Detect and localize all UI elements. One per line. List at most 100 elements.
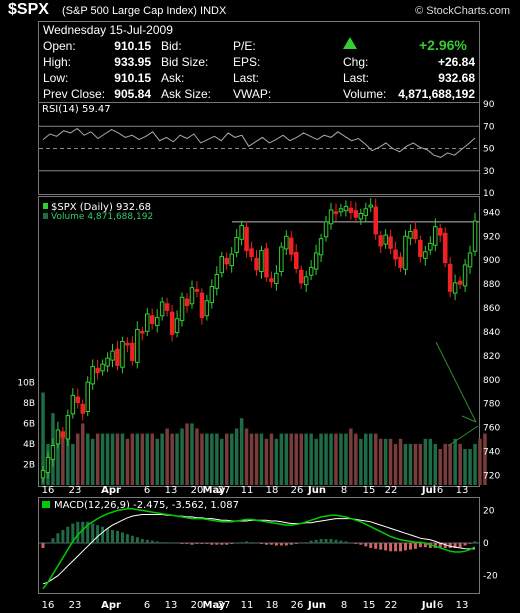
volume-bar (230, 433, 234, 485)
volume-bar (86, 433, 90, 485)
candle-body (95, 367, 100, 374)
macd-histogram-bar (423, 543, 427, 548)
price-tick-label: 800 (483, 376, 500, 386)
volume-bar (329, 433, 333, 485)
macd-histogram-bar (121, 532, 124, 543)
volume-bar (403, 443, 408, 485)
volume-bar (195, 428, 199, 485)
volume-bar (304, 433, 308, 485)
macd-histogram-bar (260, 543, 263, 544)
volume-bar (160, 433, 164, 485)
volume-bar (145, 433, 149, 485)
candle-body (259, 250, 264, 273)
price-tick-label: 940 (483, 208, 500, 218)
x-tick-label: 6 (437, 600, 443, 611)
volume-bar (279, 433, 284, 485)
x-tick-label: 6 (144, 485, 150, 496)
macd-histogram-bar (255, 543, 258, 544)
volume-bar (364, 433, 368, 485)
annotation-line (447, 425, 479, 447)
volume-bar (135, 433, 140, 485)
low-value: 910.15 (114, 71, 151, 85)
volume-bar (180, 428, 184, 485)
candle-body (229, 253, 234, 267)
candle-body (55, 429, 61, 445)
rsi-tick-label: 90 (483, 100, 495, 110)
candle-body (318, 238, 324, 256)
candle-body (75, 396, 80, 404)
candle-body (279, 246, 284, 272)
change-label: Chg: (343, 55, 369, 69)
x-tick-label: 27 (218, 485, 231, 496)
macd-histogram-bar (180, 543, 184, 544)
macd-histogram-bar (145, 539, 149, 544)
volume-bar (468, 449, 472, 485)
volume-bar (388, 438, 393, 485)
volume-bar (398, 438, 403, 485)
volume-value: 4,871,688,192 (398, 87, 475, 101)
macd-histogram-bar (250, 542, 254, 543)
macd-legend-swatch (42, 501, 50, 508)
volume-bar (314, 438, 318, 485)
volume-bar (71, 443, 75, 485)
candle-body (343, 205, 349, 212)
price-tick-label: 880 (483, 280, 500, 290)
percent-change: +2.96% (419, 37, 467, 53)
x-tick-label: 15 (363, 485, 376, 496)
volume-bar (393, 443, 398, 485)
bid-size-label: Bid Size: (161, 55, 209, 69)
candle-body (264, 248, 269, 278)
x-tick-label: 26 (291, 485, 304, 496)
volume-bar (66, 433, 70, 485)
volume-bar (478, 438, 482, 485)
candle-body (239, 225, 244, 240)
volume-bar (95, 433, 100, 485)
macd-histogram-bar (225, 543, 229, 545)
x-tick-label: 16 (42, 485, 55, 496)
candle-body (159, 301, 165, 317)
candle-body (249, 248, 254, 258)
candle-body (363, 208, 368, 216)
candle-body (90, 366, 95, 385)
candle-body (348, 207, 354, 213)
volume-bar (418, 443, 423, 485)
macd-histogram-bar (215, 543, 219, 545)
candle-body (274, 272, 279, 284)
price-tick-label: 840 (483, 328, 500, 338)
x-tick-label: 13 (456, 600, 469, 611)
macd-histogram-bar (339, 540, 343, 543)
volume-bar (81, 423, 85, 485)
volume-bar (334, 433, 338, 485)
volume-bar (170, 433, 174, 485)
volume-bar (423, 438, 428, 485)
macd-histogram-bar (135, 537, 139, 543)
macd-histogram-bar (279, 543, 283, 546)
prev-close-value: 905.84 (114, 87, 151, 101)
candle-body (428, 242, 433, 251)
macd-histogram-bar (299, 543, 303, 544)
volume-bar (428, 438, 433, 485)
candle-body (383, 234, 388, 245)
candle-body (462, 264, 468, 287)
candle-body (150, 315, 155, 325)
candle-body (174, 318, 180, 334)
candle-body (289, 237, 294, 255)
macd-histogram-bar (175, 543, 179, 544)
volume-bar (438, 449, 442, 485)
candle-body (244, 226, 249, 252)
volume-bar (408, 443, 413, 485)
candle-body (85, 381, 90, 413)
volume-bar (354, 433, 358, 485)
volume-bar (249, 433, 254, 485)
volume-bar (339, 433, 343, 485)
volume-bar (165, 428, 169, 485)
candle-body (105, 357, 110, 367)
macd-histogram-bar (86, 521, 90, 543)
candle-body (254, 257, 259, 271)
macd-histogram-bar (304, 542, 308, 543)
price-title: $SPX (Daily) 932.68 (51, 202, 151, 213)
eps-label: EPS: (233, 55, 261, 69)
annotation-line (435, 341, 477, 423)
volume-bar (349, 428, 353, 485)
price-tick-label: 720 (483, 471, 500, 481)
